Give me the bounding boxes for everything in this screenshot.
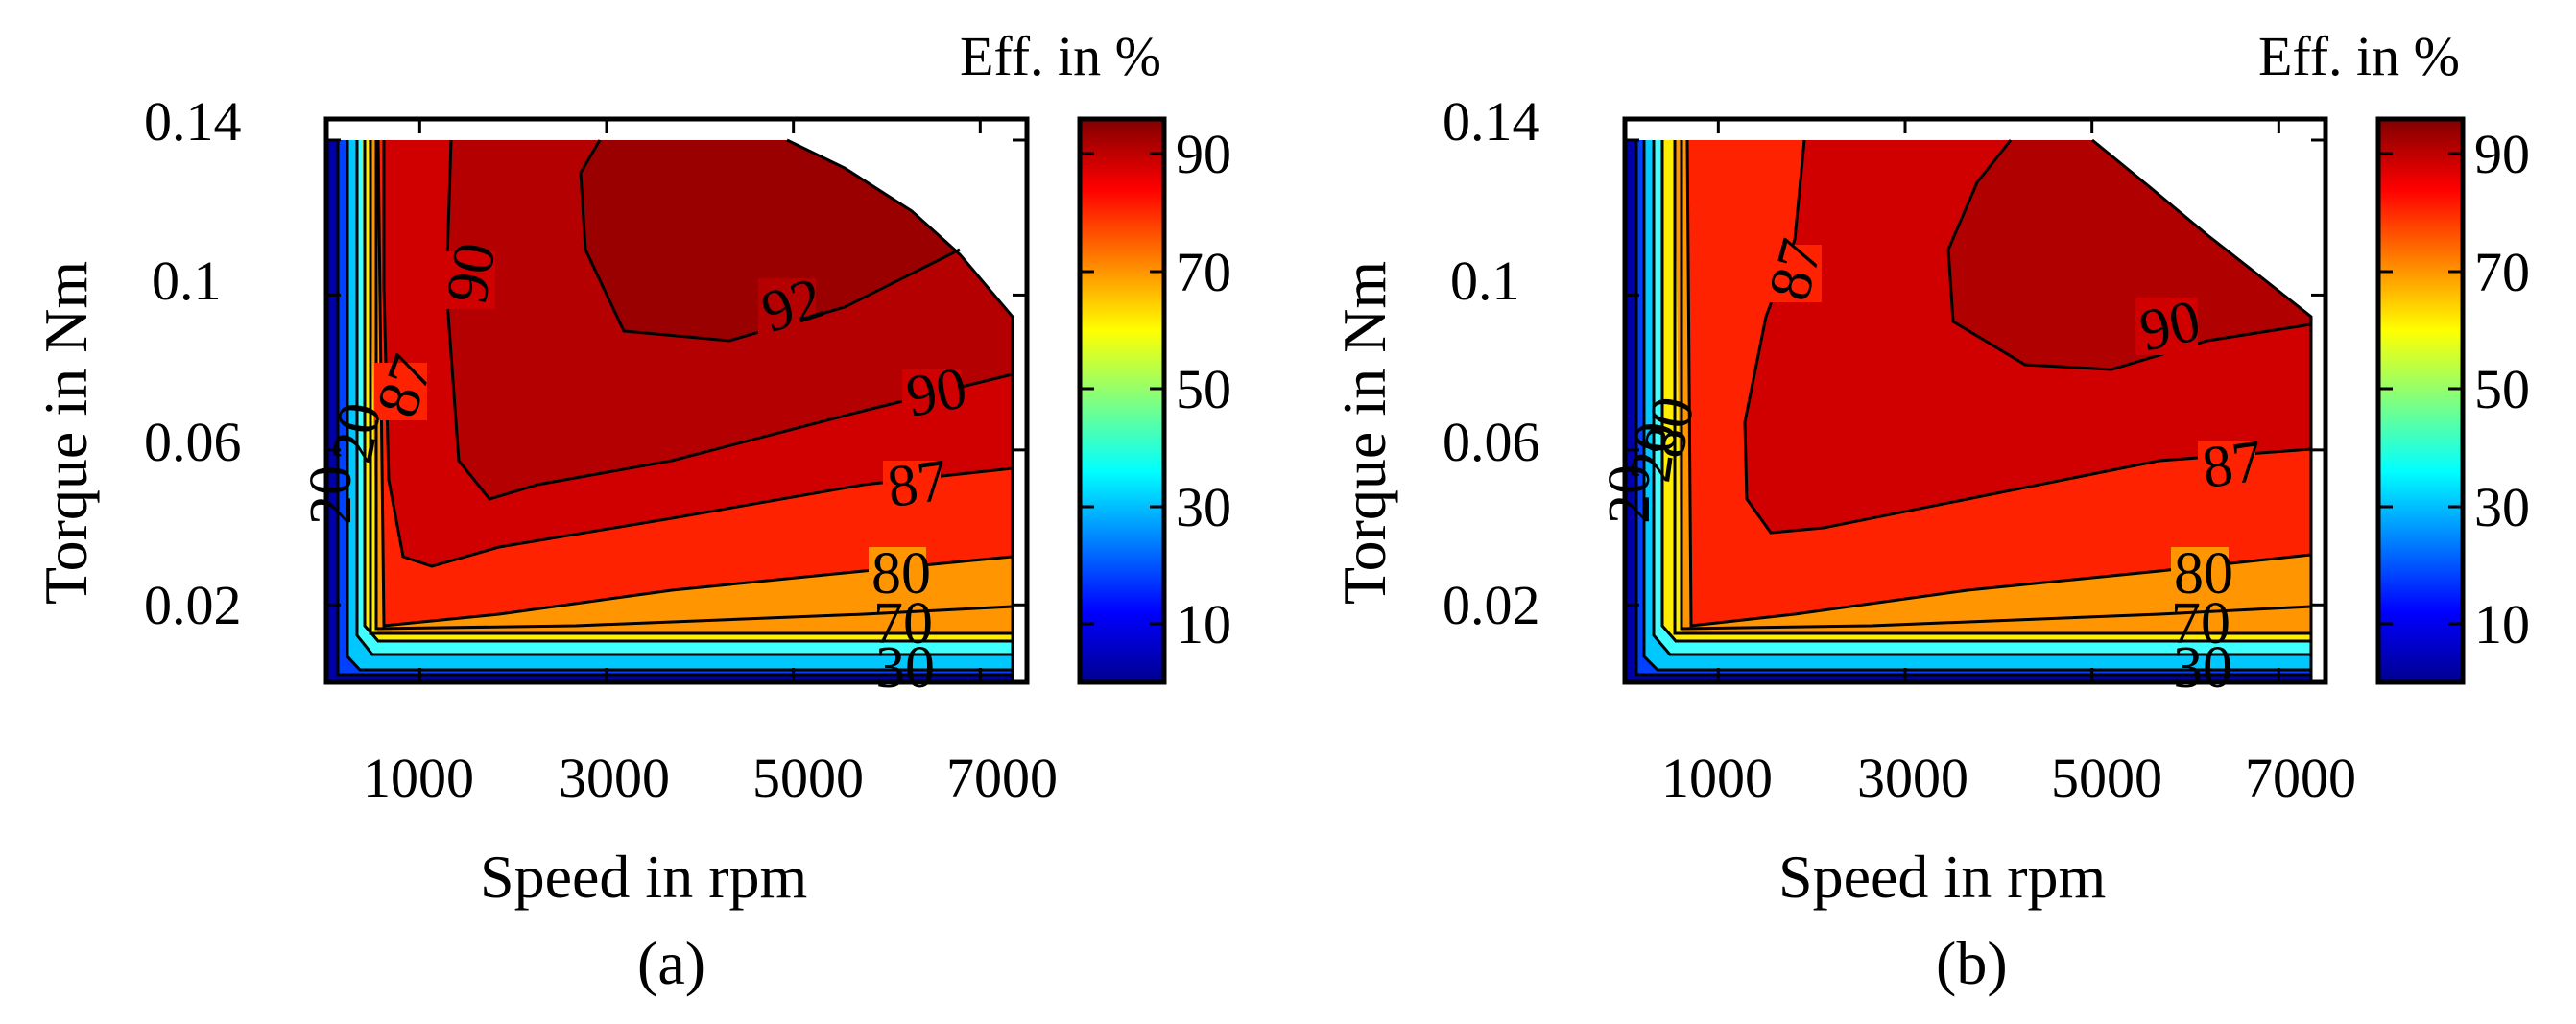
colorbar-tick-label: 50	[1176, 358, 1231, 420]
x-tick-labels: 1000 3000 5000 7000	[1661, 747, 2356, 809]
panel-a: 90 87 92 90 87 80 70 30 20 20 0.14 0.1 0…	[32, 25, 1231, 997]
colorbar-tick-label: 30	[1176, 476, 1231, 538]
plot-area-frame	[323, 116, 1030, 685]
colorbar-tick-label: 50	[2474, 358, 2530, 420]
y-tick-label: 0.1	[1450, 250, 1520, 312]
x-tick-label: 5000	[752, 747, 864, 809]
contour-label: 80	[871, 541, 931, 607]
y-tick-label: 0.1	[152, 250, 222, 312]
colorbar: 10 30 50 70 90 Eff. in %	[960, 25, 1231, 685]
y-tick-label: 0.06	[1443, 411, 1540, 473]
contour-lines	[336, 138, 1014, 682]
y-tick-label: 0.02	[144, 574, 242, 636]
contour-label: 30	[2173, 635, 2232, 701]
x-axis-label: Speed in rpm	[480, 843, 807, 911]
colorbar-tick-label: 90	[1176, 123, 1231, 185]
x-tick-label: 7000	[2245, 747, 2356, 809]
x-tick-label: 1000	[363, 747, 474, 809]
colorbar-tick-label: 70	[1176, 241, 1231, 303]
contour-label: 30	[875, 635, 935, 701]
x-tick-labels: 1000 3000 5000 7000	[363, 747, 1058, 809]
y-tick-label: 0.14	[1443, 90, 1540, 153]
colorbar-tick-label: 90	[2474, 123, 2530, 185]
axis-ticks	[1625, 119, 2326, 682]
x-axis-label: Speed in rpm	[1778, 843, 2106, 911]
y-tick-labels: 0.14 0.1 0.06 0.02	[144, 90, 242, 636]
colorbar-tick-label: 10	[1176, 593, 1231, 655]
x-tick-label: 7000	[946, 747, 1058, 809]
y-tick-label: 0.02	[1443, 574, 1540, 636]
y-axis-label: Torque in Nm	[32, 261, 100, 605]
contour-label: 20	[1617, 418, 1690, 487]
y-tick-label: 0.14	[144, 90, 242, 153]
colorbar-tick-label: 30	[2474, 476, 2530, 538]
contour-label: 80	[2174, 541, 2233, 607]
contour-label: 80	[1631, 392, 1706, 464]
colorbar-title: Eff. in %	[2258, 25, 2460, 87]
subplot-label: (b)	[1936, 929, 2008, 997]
contour-label: 70	[2171, 591, 2230, 656]
contour-label: 90	[2135, 288, 2206, 364]
contour-label: 20	[320, 398, 394, 468]
y-tick-label: 0.06	[144, 411, 242, 473]
y-axis-label: Torque in Nm	[1330, 261, 1398, 605]
x-tick-label: 3000	[559, 747, 670, 809]
y-tick-labels: 0.14 0.1 0.06 0.02	[1443, 90, 1540, 636]
x-tick-label: 1000	[1661, 747, 1773, 809]
subplot-label: (a)	[637, 929, 705, 997]
colorbar-tick-label: 10	[2474, 593, 2530, 655]
x-tick-label: 5000	[2051, 747, 2162, 809]
contour-label: 20	[298, 465, 364, 525]
panel-b: 87 90 87 80 70 30 80 20 20 0.14 0.1 0.06…	[1330, 25, 2530, 997]
contour-labels: 87 90 87 80 70 30 80 20 20	[1597, 232, 2266, 701]
contour-label: 90	[901, 355, 971, 430]
x-tick-label: 3000	[1857, 747, 1968, 809]
contour-label: 70	[873, 591, 933, 656]
contour-label: 87	[884, 447, 952, 520]
contour-label: 90	[434, 238, 509, 308]
colorbar-title: Eff. in %	[960, 25, 1161, 87]
colorbar-tick-label: 70	[2474, 241, 2530, 303]
contour-label: 20	[1597, 464, 1662, 524]
plot-area-frame	[1622, 116, 2328, 685]
contour-fill-region	[326, 119, 1027, 682]
axis-ticks	[326, 119, 1027, 682]
contour-label: 87	[2199, 428, 2267, 501]
colorbar: 10 30 50 70 90 Eff. in %	[2258, 25, 2530, 685]
